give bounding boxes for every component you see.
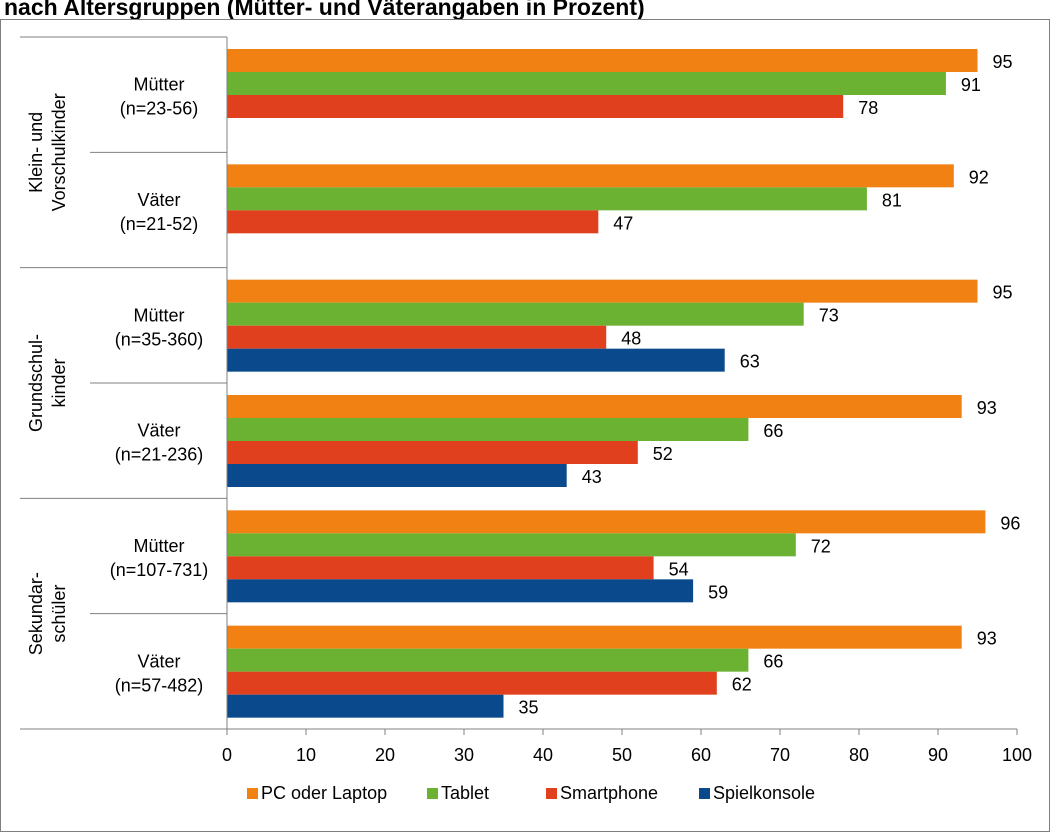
x-tick-label: 10 — [296, 745, 316, 765]
data-label: 91 — [961, 75, 981, 95]
data-label: 35 — [519, 698, 539, 718]
subgroup-label: Mütter — [133, 75, 184, 95]
bars-layer — [227, 49, 986, 718]
bar — [227, 279, 978, 303]
bar — [227, 533, 796, 557]
subgroup-label: (n=23-56) — [120, 99, 199, 119]
bar — [227, 49, 978, 72]
legend-label: Spielkonsole — [713, 783, 815, 803]
bar — [227, 694, 504, 718]
bar — [227, 464, 567, 487]
chart-title: nach Altersgruppen (Mütter- und Väterang… — [4, 0, 645, 20]
x-tick-label: 30 — [454, 745, 474, 765]
data-label: 81 — [882, 190, 902, 210]
legend-swatch — [247, 788, 258, 799]
data-label: 63 — [740, 352, 760, 372]
subgroup-label: (n=21-52) — [120, 214, 199, 234]
x-tick-label: 20 — [375, 745, 395, 765]
data-label: 66 — [763, 652, 783, 672]
subgroup-label: Väter — [137, 651, 180, 671]
x-tick-label: 60 — [691, 745, 711, 765]
x-tick-label: 40 — [533, 745, 553, 765]
value-labels-layer: 95 91 78 92 81 47 95 73 48 63 93 66 52 43 96 72 54 59 93 66… — [519, 52, 1021, 718]
subgroup-label: (n=107-731) — [110, 560, 209, 580]
subgroup-label: (n=57-482) — [115, 675, 204, 695]
bar — [227, 302, 804, 326]
group-label: schüler — [49, 585, 69, 643]
legend-swatch — [546, 788, 557, 799]
subgroup-label: Väter — [137, 421, 180, 441]
bar — [227, 72, 946, 95]
legend-swatch — [427, 788, 438, 799]
group-label: kinder — [49, 358, 69, 407]
data-label: 95 — [993, 283, 1013, 303]
bar — [227, 187, 867, 211]
group-label: Klein- und — [26, 112, 46, 193]
data-label: 62 — [732, 675, 752, 695]
data-label: 93 — [977, 398, 997, 418]
data-label: 59 — [708, 582, 728, 602]
subgroup-label: Mütter — [133, 305, 184, 325]
bar — [227, 395, 962, 418]
subgroup-label: (n=35-360) — [115, 329, 204, 349]
data-label: 93 — [977, 629, 997, 649]
legend-label: PC oder Laptop — [261, 783, 387, 803]
bar — [227, 348, 725, 372]
x-tick-label: 80 — [849, 745, 869, 765]
bar — [227, 325, 607, 349]
bar — [227, 418, 749, 441]
legend: PC oder Laptop Tablet Smartphone Spielkonso… — [247, 783, 815, 803]
subgroup-label: Väter — [137, 190, 180, 210]
legend-label: Smartphone — [560, 783, 658, 803]
bar — [227, 164, 954, 188]
group-label: Grundschul- — [26, 334, 46, 432]
bar — [227, 510, 986, 534]
axes-layer: 0 10 20 30 40 50 60 70 80 90 100 — [20, 36, 1032, 765]
x-tick-label: 90 — [928, 745, 948, 765]
subgroup-label: (n=21-236) — [115, 445, 204, 465]
data-label: 47 — [613, 213, 633, 233]
data-label: 92 — [969, 167, 989, 187]
data-label: 48 — [621, 329, 641, 349]
bar — [227, 95, 844, 118]
x-tick-label: 50 — [612, 745, 632, 765]
data-label: 52 — [653, 444, 673, 464]
data-label: 95 — [993, 52, 1013, 72]
data-label: 73 — [819, 306, 839, 326]
group-label: Sekundar- — [26, 572, 46, 655]
bar — [227, 579, 694, 603]
data-label: 66 — [763, 421, 783, 441]
bar — [227, 441, 638, 464]
data-label: 72 — [811, 536, 831, 556]
category-labels-layer: Mütter(n=23-56)Väter(n=21-52)Klein- und V… — [26, 75, 208, 696]
data-label: 78 — [858, 98, 878, 118]
legend-label: Tablet — [441, 783, 489, 803]
x-tick-label: 100 — [1002, 745, 1032, 765]
bar — [227, 210, 599, 234]
bar — [227, 671, 717, 695]
subgroup-label: Mütter — [133, 536, 184, 556]
x-tick-label: 0 — [222, 745, 232, 765]
data-label: 54 — [669, 559, 689, 579]
bar — [227, 648, 749, 672]
legend-swatch — [699, 788, 710, 799]
group-label: Vorschulkinder — [49, 93, 69, 211]
x-tick-label: 70 — [770, 745, 790, 765]
bar — [227, 625, 962, 649]
data-label: 96 — [1000, 513, 1020, 533]
data-label: 43 — [582, 467, 602, 487]
bar — [227, 556, 654, 580]
